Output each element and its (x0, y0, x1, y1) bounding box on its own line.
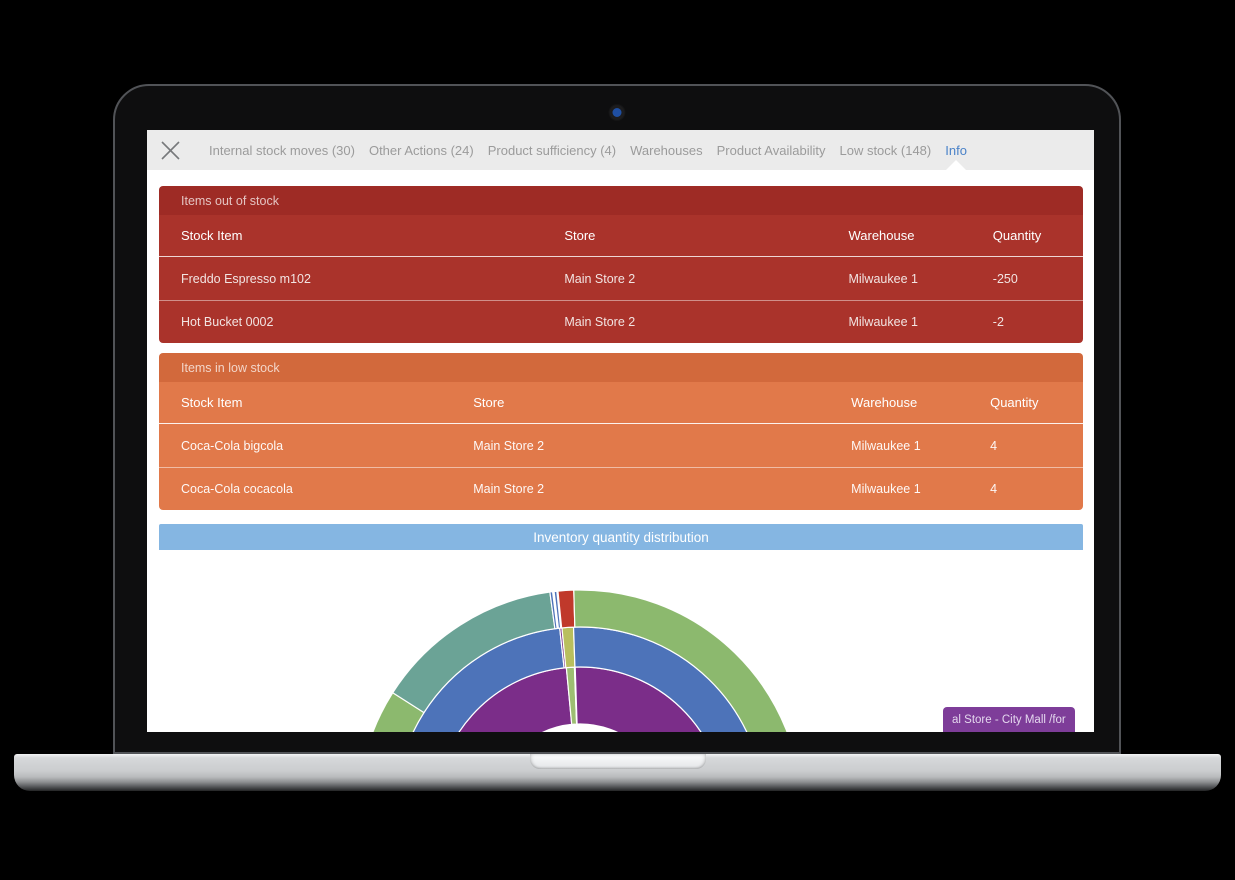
low-stock-panel-title: Items in low stock (159, 353, 1083, 382)
close-icon[interactable] (157, 137, 184, 164)
col-header-stock-item: Stock Item (181, 395, 243, 410)
sunburst-segment-outer-blue-sliver-2[interactable] (553, 590, 562, 629)
sunburst-chart[interactable]: al Store - City Mall /for (159, 550, 1083, 732)
table-row[interactable]: Freddo Espresso m102 Main Store 2 Milwau… (159, 257, 1083, 300)
sunburst-segment-outer-blue-sliver-1[interactable] (549, 591, 558, 630)
main-content: Items out of stock Stock Item Store Ware… (147, 170, 1094, 732)
low-stock-table: Stock Item Store Warehouse Quantity Coca… (159, 382, 1083, 510)
cell-store: Main Store 2 (564, 315, 636, 329)
nav-tabs: Internal stock moves (30) Other Actions … (209, 130, 967, 170)
tab-low-stock[interactable]: Low stock (148) (839, 142, 932, 158)
inventory-chart-panel: Inventory quantity distribution al Store… (159, 524, 1083, 732)
cell-warehouse: Milwaukee 1 (851, 438, 921, 453)
laptop-base (14, 754, 1221, 791)
navbar: Internal stock moves (30) Other Actions … (147, 130, 1094, 170)
chart-title: Inventory quantity distribution (159, 524, 1083, 550)
table-header-row: Stock Item Store Warehouse Quantity (159, 215, 1083, 257)
webcam-icon (612, 108, 622, 117)
cell-stock-item: Coca-Cola cocacola (181, 482, 293, 496)
cell-warehouse: Milwaukee 1 (851, 482, 921, 496)
col-header-quantity: Quantity (992, 228, 1042, 243)
col-header-stock-item: Stock Item (181, 228, 243, 243)
out-of-stock-panel-title: Items out of stock (159, 186, 1083, 215)
sunburst-svg (372, 589, 802, 732)
cell-quantity: 4 (990, 482, 998, 496)
tab-internal-stock-moves[interactable]: Internal stock moves (30) (209, 142, 355, 158)
cell-store: Main Store 2 (564, 271, 636, 286)
chart-tooltip: al Store - City Mall /for (943, 707, 1075, 732)
col-header-store: Store (564, 228, 596, 243)
table-row[interactable]: Coca-Cola cocacola Main Store 2 Milwauke… (159, 467, 1083, 510)
cell-quantity: -2 (992, 315, 1004, 329)
col-header-warehouse: Warehouse (851, 395, 918, 410)
tab-warehouses[interactable]: Warehouses (630, 142, 703, 158)
tab-other-actions[interactable]: Other Actions (24) (368, 142, 474, 158)
table-row[interactable]: Coca-Cola bigcola Main Store 2 Milwaukee… (159, 424, 1083, 467)
low-stock-panel: Items in low stock Stock Item Store Ware… (159, 353, 1083, 510)
col-header-warehouse: Warehouse (848, 228, 915, 243)
table-header-row: Stock Item Store Warehouse Quantity (159, 382, 1083, 424)
cell-warehouse: Milwaukee 1 (848, 271, 918, 286)
cell-quantity: 4 (990, 438, 998, 453)
cell-stock-item: Hot Bucket 0002 (181, 315, 274, 329)
col-header-store: Store (473, 395, 505, 410)
cell-stock-item: Freddo Espresso m102 (181, 271, 311, 286)
cell-store: Main Store 2 (473, 438, 545, 453)
col-header-quantity: Quantity (990, 395, 1039, 410)
out-of-stock-panel: Items out of stock Stock Item Store Ware… (159, 186, 1083, 343)
table-row[interactable]: Hot Bucket 0002 Main Store 2 Milwaukee 1… (159, 300, 1083, 343)
sunburst-segment-outer-green-right[interactable] (573, 589, 802, 732)
out-of-stock-table: Stock Item Store Warehouse Quantity Fred… (159, 215, 1083, 343)
tab-product-sufficiency[interactable]: Product sufficiency (4) (487, 142, 617, 158)
tab-product-availability[interactable]: Product Availability (716, 142, 826, 158)
laptop-lid-notch (529, 754, 706, 769)
sunburst-segment-outer-red[interactable] (557, 589, 576, 629)
tab-info[interactable]: Info (945, 130, 967, 170)
cell-quantity: -250 (992, 271, 1018, 286)
laptop-lid: Internal stock moves (30) Other Actions … (113, 84, 1121, 754)
app-screen: Internal stock moves (30) Other Actions … (147, 130, 1094, 732)
cell-warehouse: Milwaukee 1 (848, 315, 918, 329)
cell-store: Main Store 2 (473, 482, 545, 496)
cell-stock-item: Coca-Cola bigcola (181, 438, 284, 453)
